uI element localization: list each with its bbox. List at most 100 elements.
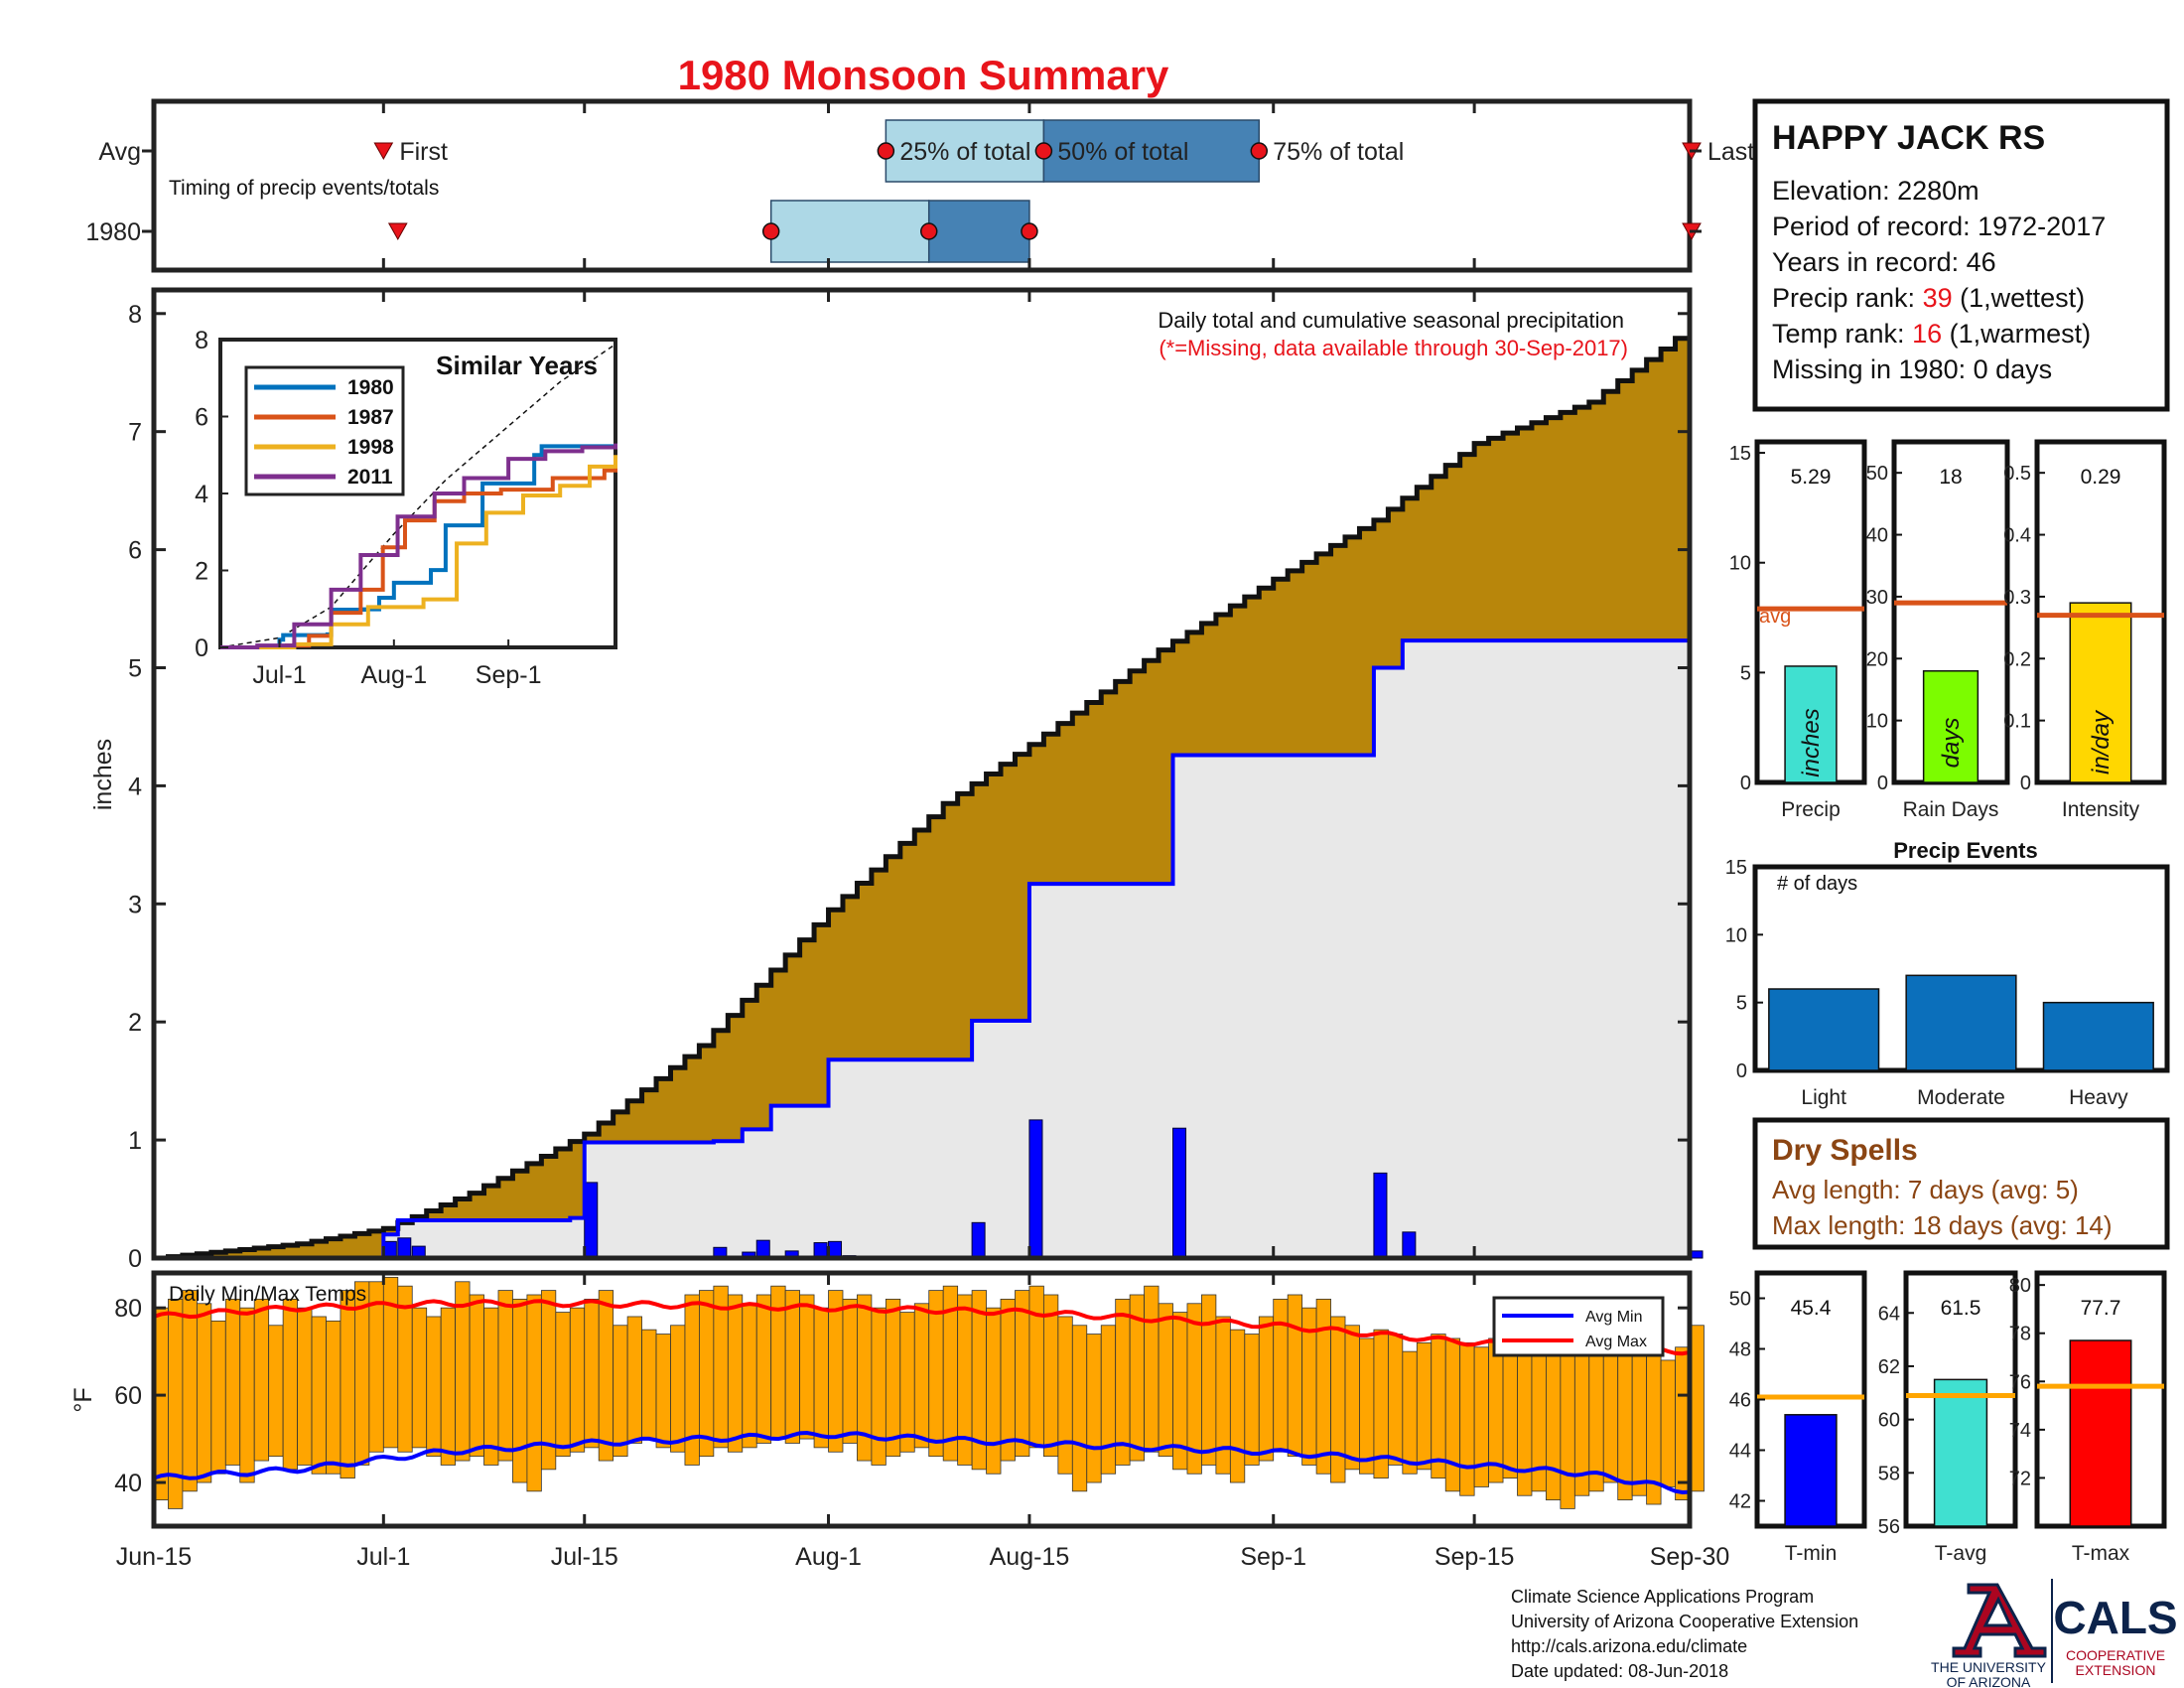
timing-year-box-50-75	[927, 200, 1030, 263]
temp-range-bar	[1387, 1334, 1404, 1466]
temp-range-bar	[526, 1294, 542, 1492]
x-tick-label: Jul-15	[551, 1543, 618, 1571]
mini-y-tick-label: 0	[2020, 773, 2031, 794]
temp-range-bar	[1416, 1341, 1433, 1471]
mini-xlabel: T-min	[1785, 1542, 1838, 1565]
mini-xlabel: T-max	[2072, 1542, 2130, 1565]
temp-range-bar	[1444, 1337, 1461, 1492]
temp-y-tick-label: 40	[114, 1470, 142, 1497]
temp-range-bar	[742, 1303, 757, 1449]
temp-range-bar	[1144, 1285, 1160, 1453]
timing-avg-p75-marker	[1250, 142, 1269, 160]
shared-x-axis: Jun-15 Jul-1 Jul-15 Aug-1 Aug-15 Sep-1 Sep-15 S…	[116, 290, 1729, 1571]
footer: Climate Science Applications Program Uni…	[1511, 1587, 1858, 1681]
precip-y-tick-label: 1	[128, 1127, 142, 1155]
temp-range-bar	[1402, 1350, 1418, 1475]
timing-row-year-label: 1980	[85, 218, 141, 246]
temp-range-bar	[699, 1290, 715, 1458]
mini-y-tick-label: 0.5	[2003, 463, 2031, 485]
station-period: Period of record: 1972-2017	[1772, 211, 2106, 241]
daily-precip-bar	[1172, 1127, 1187, 1259]
temps-ylabel: °F	[69, 1387, 97, 1412]
mini-xlabel: Rain Days	[1903, 798, 1999, 821]
mini-y-tick-label: 50	[1866, 463, 1888, 485]
temp-range-bar	[813, 1307, 829, 1449]
x-tick-label: Jul-1	[356, 1543, 410, 1571]
precip-panel: 0 1 2 3 4 5 6 7 8 inches Daily total and cumulat…	[89, 287, 1704, 1273]
events-bar-moderate	[1905, 974, 2017, 1071]
temp-range-bar	[799, 1294, 815, 1440]
mini-y-tick-label: 80	[2009, 1275, 2031, 1297]
mini-xlabel: T-avg	[1935, 1542, 1987, 1565]
mini-y-tick-label: 46	[1729, 1390, 1751, 1412]
mini-y-tick-label: 0.1	[2003, 711, 2031, 733]
mini-value-bar	[1933, 1378, 1988, 1527]
temp-range-bar	[1488, 1337, 1504, 1483]
mini-y-tick-label: 58	[1878, 1463, 1900, 1484]
temp-range-bar	[1359, 1337, 1375, 1475]
year-cumulative-line	[154, 633, 1692, 1260]
dry-spells-frame	[1752, 1117, 2170, 1250]
cals-sub-1: COOPERATIVE	[2066, 1647, 2165, 1663]
mini-avg-label: avg	[1759, 606, 1791, 628]
mini-value-label: 45.4	[1791, 1297, 1832, 1320]
mini-chart-t-max: 72 74 76 78 80 77.7 T-max	[2009, 1270, 2167, 1565]
footer-line-3: http://cals.arizona.edu/climate	[1511, 1636, 1747, 1656]
temp-range-bar	[626, 1316, 642, 1444]
precip-y-tick-label: 6	[128, 537, 142, 565]
temp-range-bar	[182, 1290, 198, 1492]
temp-range-bar	[928, 1290, 944, 1458]
temp-range-bar	[340, 1290, 355, 1479]
temp-range-bar	[1071, 1325, 1088, 1492]
station-temp-rank: Temp rank: 16 (1,warmest)	[1772, 319, 2091, 349]
events-category-label: Light	[1801, 1086, 1846, 1109]
precip-y-tick-label: 4	[128, 773, 142, 800]
timing-year-p50-marker	[919, 222, 938, 240]
mini-chart-t-avg: 56 58 60 62 64 61.5 T-avg	[1878, 1270, 2018, 1565]
mini-y-tick-label: 30	[1866, 587, 1888, 609]
temp-range-bar	[842, 1298, 858, 1444]
temp-range-bar	[426, 1316, 442, 1458]
mini-y-tick-label: 20	[1866, 648, 1888, 670]
temp-range-bar	[1315, 1298, 1331, 1475]
mini-value-bar	[1784, 1414, 1838, 1527]
mini-value-bar	[2069, 1339, 2132, 1527]
x-tick-label: Sep-1	[1240, 1543, 1306, 1571]
events-y-tick-label: 10	[1725, 924, 1747, 946]
mini-y-tick-label: 76	[2009, 1371, 2031, 1393]
timing-avg-box-50-75	[1042, 119, 1261, 183]
mini-y-tick-label: 74	[2009, 1420, 2031, 1442]
temp-range-bar	[1201, 1294, 1217, 1466]
x-tick-label: Aug-15	[990, 1543, 1070, 1571]
precip-y-tick-label: 5	[128, 654, 142, 682]
temp-range-bar	[1244, 1334, 1260, 1466]
temp-range-bar	[483, 1307, 499, 1466]
precip-frame	[151, 287, 1693, 1261]
legend-avg-max-label: Avg Max	[1585, 1334, 1647, 1350]
temp-range-bar	[727, 1294, 744, 1453]
mini-unit-label: days	[1938, 718, 1965, 769]
temp-range-bar	[1115, 1298, 1131, 1466]
inset-y-tick-label: 8	[195, 327, 208, 354]
mini-y-tick-label: 0.4	[2003, 525, 2031, 547]
temp-range-bar	[239, 1307, 255, 1483]
mini-unit-label: in/day	[2088, 709, 2115, 774]
temp-range-bar	[1660, 1359, 1676, 1487]
temp-range-bar	[397, 1285, 413, 1453]
temp-range-bar	[497, 1290, 513, 1462]
temp-range-bar	[1042, 1294, 1059, 1458]
temp-range-bar	[584, 1298, 600, 1449]
footer-line-1: Climate Science Applications Program	[1511, 1587, 1814, 1607]
timing-year-first-triangle	[387, 222, 408, 241]
mini-y-tick-label: 50	[1729, 1289, 1751, 1311]
station-years: Years in record: 46	[1772, 247, 1996, 277]
daily-precip-bar	[397, 1237, 412, 1259]
temp-range-bar	[1229, 1329, 1246, 1483]
temp-range-bar	[828, 1290, 844, 1453]
dry-spells-box: Dry Spells Avg length: 7 days (avg: 5) M…	[1752, 1117, 2170, 1250]
temp-range-bar	[1588, 1350, 1604, 1492]
temps-legend: Avg Min Avg Max	[1492, 1296, 1665, 1357]
footer-line-2: University of Arizona Cooperative Extens…	[1511, 1612, 1858, 1631]
x-tick-label: Aug-1	[795, 1543, 862, 1571]
temp-range-bar	[411, 1307, 428, 1449]
